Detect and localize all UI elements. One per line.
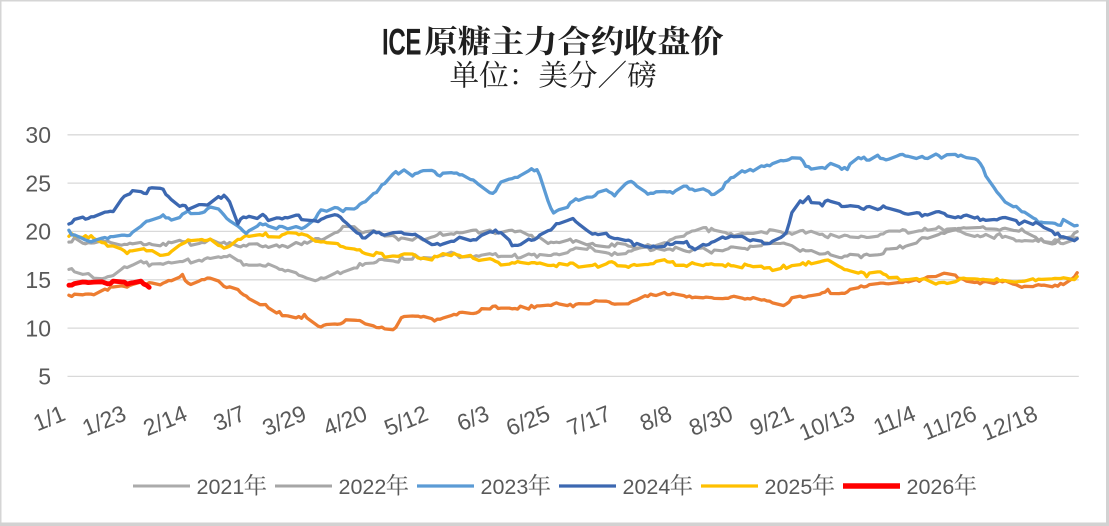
svg-text:25: 25 xyxy=(25,170,51,196)
svg-text:2025: 2025 xyxy=(765,475,813,499)
svg-text:20: 20 xyxy=(25,219,51,245)
svg-text:5: 5 xyxy=(38,364,51,390)
svg-text:2022: 2022 xyxy=(339,475,387,499)
svg-text:2023: 2023 xyxy=(481,475,529,499)
svg-text:2021: 2021 xyxy=(197,475,245,499)
svg-text:10: 10 xyxy=(25,315,51,341)
svg-text:2024: 2024 xyxy=(623,475,671,499)
svg-text:30: 30 xyxy=(25,122,51,148)
svg-text:ICE: ICE xyxy=(382,21,421,63)
svg-text:15: 15 xyxy=(25,267,51,293)
svg-text:2026: 2026 xyxy=(907,475,955,499)
